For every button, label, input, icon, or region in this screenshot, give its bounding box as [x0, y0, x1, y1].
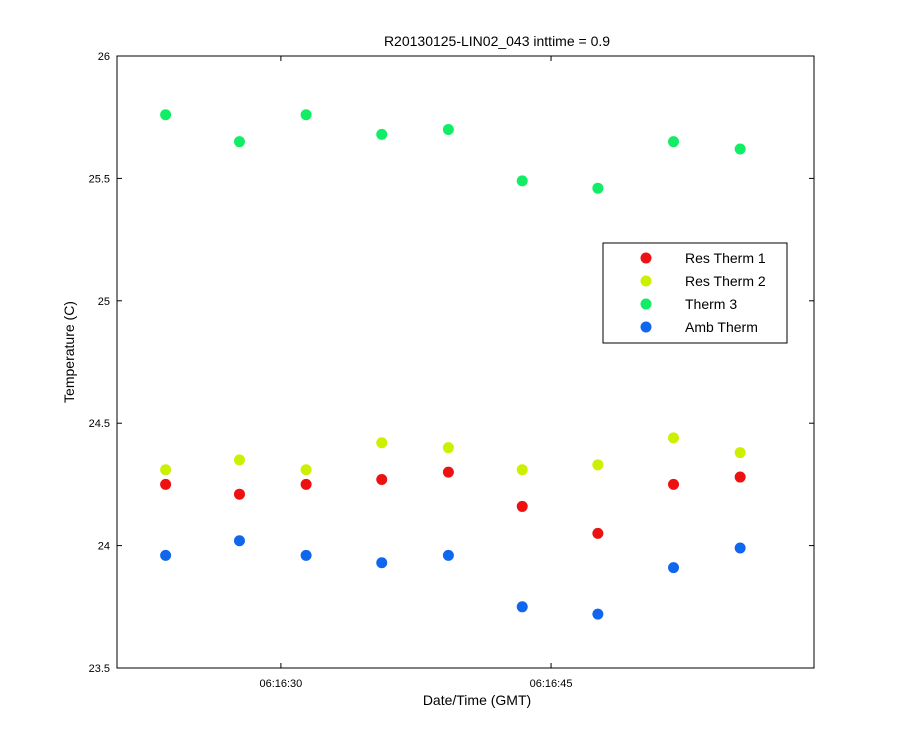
x-tick-label: 06:16:30 — [259, 678, 302, 690]
y-axis-label: Temperature (C) — [61, 301, 77, 403]
legend-marker-therm-3 — [640, 298, 652, 310]
legend-label-res-therm-2: Res Therm 2 — [685, 273, 766, 289]
x-tick-label: 06:16:45 — [530, 678, 573, 690]
data-point-res-therm-2 — [592, 459, 604, 471]
data-point-amb-therm — [442, 549, 454, 561]
chart-title: R20130125-LIN02_043 inttime = 0.9 — [384, 33, 610, 49]
data-point-res-therm-1 — [668, 478, 680, 490]
legend: Res Therm 1 Res Therm 2 Therm 3 Amb Therm — [602, 242, 788, 344]
legend-box — [602, 242, 788, 344]
y-tick-label: 23.5 — [89, 663, 110, 675]
data-point-res-therm-2 — [376, 437, 388, 449]
series-amb-therm — [160, 535, 746, 620]
legend-label-amb-therm: Amb Therm — [685, 319, 758, 335]
data-point-res-therm-1 — [300, 478, 312, 490]
y-tick-label: 26 — [98, 51, 110, 63]
data-point-therm-3 — [592, 182, 604, 194]
data-point-therm-3 — [233, 136, 245, 148]
y-axis-ticks: 23.5 24 24.5 25 25.5 26 — [89, 51, 814, 675]
data-points — [160, 109, 746, 620]
data-point-therm-3 — [516, 175, 528, 187]
plot-area — [116, 55, 815, 669]
data-point-amb-therm — [160, 549, 172, 561]
data-point-res-therm-1 — [516, 500, 528, 512]
data-point-res-therm-1 — [233, 488, 245, 500]
x-axis-label: Date/Time (GMT) — [423, 692, 531, 708]
legend-marker-res-therm-2 — [640, 275, 652, 287]
data-point-res-therm-2 — [233, 454, 245, 466]
y-tick-label: 24 — [98, 541, 110, 553]
data-point-amb-therm — [376, 557, 388, 569]
data-point-amb-therm — [592, 608, 604, 620]
data-point-res-therm-2 — [516, 464, 528, 476]
legend-label-res-therm-1: Res Therm 1 — [685, 250, 766, 266]
y-tick-label: 25.5 — [89, 173, 110, 185]
data-point-res-therm-1 — [592, 527, 604, 539]
series-res-therm-2 — [160, 432, 746, 476]
data-point-amb-therm — [668, 562, 680, 574]
data-point-res-therm-2 — [734, 447, 746, 459]
data-point-therm-3 — [734, 143, 746, 155]
data-point-amb-therm — [516, 601, 528, 613]
data-point-amb-therm — [734, 542, 746, 554]
data-point-res-therm-2 — [668, 432, 680, 444]
data-point-amb-therm — [300, 549, 312, 561]
data-point-therm-3 — [300, 109, 312, 121]
legend-marker-res-therm-1 — [640, 252, 652, 264]
data-point-res-therm-1 — [734, 471, 746, 483]
data-point-res-therm-2 — [160, 464, 172, 476]
y-tick-label: 25 — [98, 296, 110, 308]
x-axis-ticks: 06:16:30 06:16:45 — [259, 56, 572, 690]
data-point-therm-3 — [160, 109, 172, 121]
data-point-therm-3 — [668, 136, 680, 148]
data-point-res-therm-2 — [300, 464, 312, 476]
y-tick-label: 24.5 — [89, 418, 110, 430]
series-therm-3 — [160, 109, 746, 194]
data-point-res-therm-1 — [442, 466, 454, 478]
series-res-therm-1 — [160, 466, 746, 539]
data-point-res-therm-1 — [160, 478, 172, 490]
legend-label-therm-3: Therm 3 — [685, 296, 737, 312]
legend-marker-amb-therm — [640, 321, 652, 333]
data-point-therm-3 — [442, 123, 454, 135]
data-point-amb-therm — [233, 535, 245, 547]
data-point-res-therm-2 — [442, 442, 454, 454]
data-point-res-therm-1 — [376, 474, 388, 486]
data-point-therm-3 — [376, 128, 388, 140]
